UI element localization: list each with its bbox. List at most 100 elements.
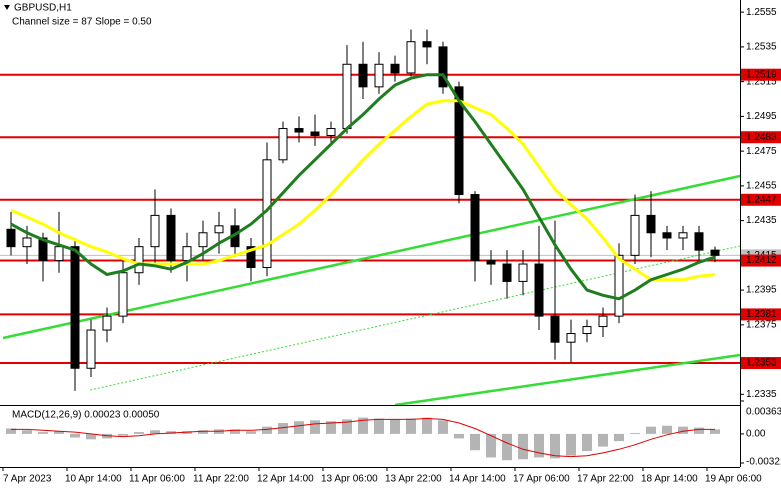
level-label: 1.2353 [746, 358, 777, 369]
candle-body [38, 237, 48, 262]
level-box [741, 357, 781, 370]
macd-bar [454, 433, 464, 439]
macd-bar [550, 433, 560, 459]
macd-bar [150, 430, 160, 434]
candle-body [406, 41, 416, 74]
x-tick-label: 13 Apr 22:00 [385, 474, 442, 485]
macd-y-tick-label: -0.00321 [746, 457, 781, 468]
macd-bar [278, 423, 288, 434]
candle-body [694, 232, 704, 251]
macd-bar [582, 433, 592, 452]
candle-body [198, 232, 208, 248]
candle-body [134, 246, 144, 274]
candle-body [294, 128, 304, 133]
level-label: 1.2519 [746, 69, 777, 80]
candle-body [662, 232, 672, 239]
candle-body [470, 194, 480, 262]
macd-y-tick-label: 0.00 [746, 429, 766, 440]
trend-line [394, 353, 741, 407]
y-tick-label: 1.2515 [746, 76, 777, 87]
macd-bar [678, 426, 688, 434]
macd-bar [694, 427, 704, 434]
y-tick-label: 1.2335 [746, 389, 777, 400]
x-tick-label: 10 Apr 14:00 [65, 474, 122, 485]
y-tick-label: 1.2535 [746, 42, 777, 53]
level-label: 1.2381 [746, 309, 777, 320]
candle-body [166, 214, 176, 262]
candle-body [422, 41, 432, 48]
macd-bar [294, 421, 304, 434]
x-tick-label: 7 Apr 2023 [3, 474, 52, 485]
macd-bar [438, 420, 448, 434]
macd-bar [118, 433, 128, 436]
macd-bar [518, 433, 528, 460]
candle-body [454, 86, 464, 196]
macd-bar [54, 431, 64, 434]
candle-body [246, 246, 256, 269]
macd-bar [230, 429, 240, 434]
macd-bar [198, 430, 208, 434]
candle-body [86, 329, 96, 369]
axis-layer: 1.2555 1.2535 1.2515 1.2495 1.2475 1.2455 1.24… [2, 7, 781, 485]
moving-average [10, 99, 716, 282]
macd-bar [566, 433, 576, 456]
candle-body [278, 128, 288, 161]
level-box [741, 308, 781, 321]
candle-body [646, 214, 656, 234]
macd-bar [134, 432, 144, 434]
candle-body [614, 254, 624, 317]
macd-bar [422, 417, 432, 434]
candle-body [22, 237, 32, 248]
candle-body [566, 333, 576, 343]
candle-body [390, 63, 400, 74]
macd-bar [358, 417, 368, 434]
candle-body [6, 228, 16, 248]
candle-body [326, 128, 336, 136]
candle-body [118, 272, 128, 317]
trend-line [89, 245, 741, 391]
menu-arrow [4, 5, 10, 10]
macd-bar [470, 433, 480, 451]
candle-body [710, 249, 720, 256]
macd-bar [22, 430, 32, 434]
macd-bar [598, 433, 608, 447]
macd-bar [310, 420, 320, 434]
macd-bar [326, 421, 336, 434]
candle-body [342, 63, 352, 130]
level-box [741, 254, 781, 267]
candle-body [582, 326, 592, 335]
candle-body [598, 315, 608, 328]
x-tick-label: 14 Apr 14:00 [449, 474, 506, 485]
macd-bar [262, 426, 272, 434]
macd-label: MACD(12,26,9) 0.00023 0.00050 [12, 410, 160, 421]
macd-bar [86, 433, 96, 440]
macd-bar [646, 426, 656, 434]
macd-bar [342, 419, 352, 434]
macd-bar [630, 432, 640, 434]
candle-body [518, 263, 528, 282]
macd-bar [374, 418, 384, 434]
x-tick-label: 13 Apr 06:00 [321, 474, 378, 485]
level-label: 1.2447 [746, 194, 777, 205]
chart-subtitle: Channel size = 87 Slope = 0.50 [12, 17, 152, 28]
candle-body [438, 46, 448, 88]
plot-layer [6, 29, 720, 461]
x-tick-label: 17 Apr 06:00 [513, 474, 570, 485]
candle-body [214, 225, 224, 234]
x-tick-label: 11 Apr 22:00 [193, 474, 249, 485]
x-tick-label: 18 Apr 14:00 [641, 474, 698, 485]
candle-body [358, 63, 368, 88]
candle-body [182, 246, 192, 262]
y-tick-label: 1.2475 [746, 146, 777, 157]
candle-body [310, 131, 320, 136]
level-label: 1.2483 [746, 132, 777, 143]
candle-body [150, 214, 160, 248]
macd-bar [710, 429, 720, 434]
y-tick-label: 1.2435 [746, 215, 777, 226]
macd-y-tick-label: 0.00363 [746, 407, 781, 418]
y-tick-label: 1.2555 [746, 7, 777, 18]
candle-body [502, 263, 512, 282]
macd-bar [390, 419, 400, 434]
